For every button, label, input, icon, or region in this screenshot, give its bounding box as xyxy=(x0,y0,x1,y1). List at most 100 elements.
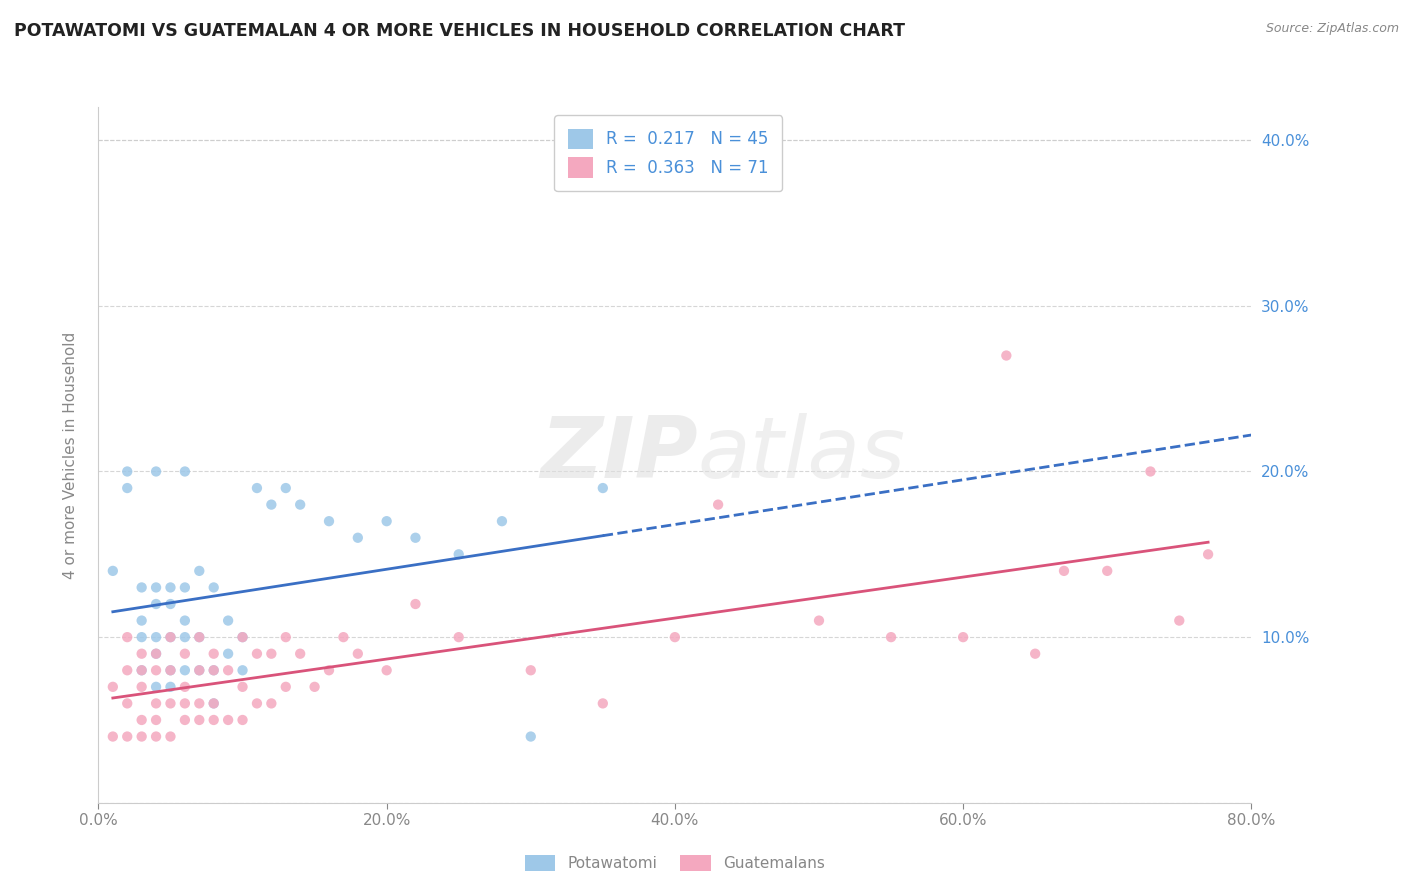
Point xyxy=(346,531,368,545)
Point xyxy=(159,663,181,677)
Point xyxy=(131,614,153,628)
Point xyxy=(375,663,398,677)
Point xyxy=(174,680,197,694)
Point xyxy=(159,697,181,711)
Point xyxy=(447,547,470,561)
Point xyxy=(1024,647,1046,661)
Point xyxy=(318,663,340,677)
Point xyxy=(145,597,167,611)
Text: POTAWATOMI VS GUATEMALAN 4 OR MORE VEHICLES IN HOUSEHOLD CORRELATION CHART: POTAWATOMI VS GUATEMALAN 4 OR MORE VEHIC… xyxy=(14,22,905,40)
Point xyxy=(290,647,312,661)
Point xyxy=(117,465,139,479)
Point xyxy=(188,630,211,644)
Point xyxy=(174,581,197,595)
Point xyxy=(217,663,239,677)
Legend: Potawatomi, Guatemalans: Potawatomi, Guatemalans xyxy=(517,847,832,879)
Point xyxy=(318,514,340,528)
Point xyxy=(260,697,283,711)
Point xyxy=(117,630,139,644)
Point xyxy=(131,647,153,661)
Point xyxy=(117,481,139,495)
Point xyxy=(447,630,470,644)
Point xyxy=(131,663,153,677)
Point xyxy=(231,680,254,694)
Point xyxy=(217,614,239,628)
Point xyxy=(290,498,312,512)
Point xyxy=(131,730,153,744)
Point xyxy=(174,663,197,677)
Point xyxy=(202,663,225,677)
Point xyxy=(274,680,297,694)
Point xyxy=(101,730,124,744)
Point xyxy=(246,647,269,661)
Point xyxy=(117,697,139,711)
Point xyxy=(145,647,167,661)
Y-axis label: 4 or more Vehicles in Household: 4 or more Vehicles in Household xyxy=(63,331,77,579)
Point xyxy=(260,498,283,512)
Point xyxy=(174,465,197,479)
Point xyxy=(174,697,197,711)
Point xyxy=(231,663,254,677)
Point xyxy=(145,663,167,677)
Point xyxy=(202,581,225,595)
Point xyxy=(202,663,225,677)
Point xyxy=(145,630,167,644)
Point xyxy=(952,630,974,644)
Text: Source: ZipAtlas.com: Source: ZipAtlas.com xyxy=(1265,22,1399,36)
Point xyxy=(174,647,197,661)
Point xyxy=(491,514,513,528)
Point xyxy=(188,713,211,727)
Point xyxy=(1168,614,1191,628)
Point xyxy=(375,514,398,528)
Point xyxy=(217,647,239,661)
Point xyxy=(131,630,153,644)
Point xyxy=(202,697,225,711)
Point xyxy=(188,663,211,677)
Point xyxy=(246,481,269,495)
Point xyxy=(592,697,614,711)
Point xyxy=(101,564,124,578)
Point xyxy=(188,630,211,644)
Point xyxy=(231,630,254,644)
Point xyxy=(260,647,283,661)
Text: ZIP: ZIP xyxy=(540,413,697,497)
Point xyxy=(159,630,181,644)
Point xyxy=(145,465,167,479)
Point xyxy=(145,647,167,661)
Point xyxy=(346,647,368,661)
Point xyxy=(807,614,830,628)
Point xyxy=(174,713,197,727)
Point xyxy=(405,531,427,545)
Point xyxy=(231,630,254,644)
Point xyxy=(145,581,167,595)
Point xyxy=(880,630,903,644)
Point xyxy=(117,663,139,677)
Point xyxy=(1097,564,1119,578)
Point xyxy=(131,713,153,727)
Point xyxy=(131,680,153,694)
Point xyxy=(217,713,239,727)
Point xyxy=(159,581,181,595)
Point xyxy=(520,663,543,677)
Point xyxy=(592,481,614,495)
Point xyxy=(274,481,297,495)
Point xyxy=(188,663,211,677)
Point xyxy=(304,680,326,694)
Point xyxy=(131,581,153,595)
Point xyxy=(145,730,167,744)
Point xyxy=(159,680,181,694)
Point xyxy=(159,663,181,677)
Point xyxy=(174,630,197,644)
Point xyxy=(117,730,139,744)
Point xyxy=(202,647,225,661)
Point xyxy=(707,498,730,512)
Point xyxy=(159,730,181,744)
Point xyxy=(159,597,181,611)
Point xyxy=(131,663,153,677)
Point xyxy=(1197,547,1219,561)
Point xyxy=(159,630,181,644)
Point xyxy=(145,680,167,694)
Point xyxy=(1139,465,1161,479)
Point xyxy=(1053,564,1076,578)
Point xyxy=(246,697,269,711)
